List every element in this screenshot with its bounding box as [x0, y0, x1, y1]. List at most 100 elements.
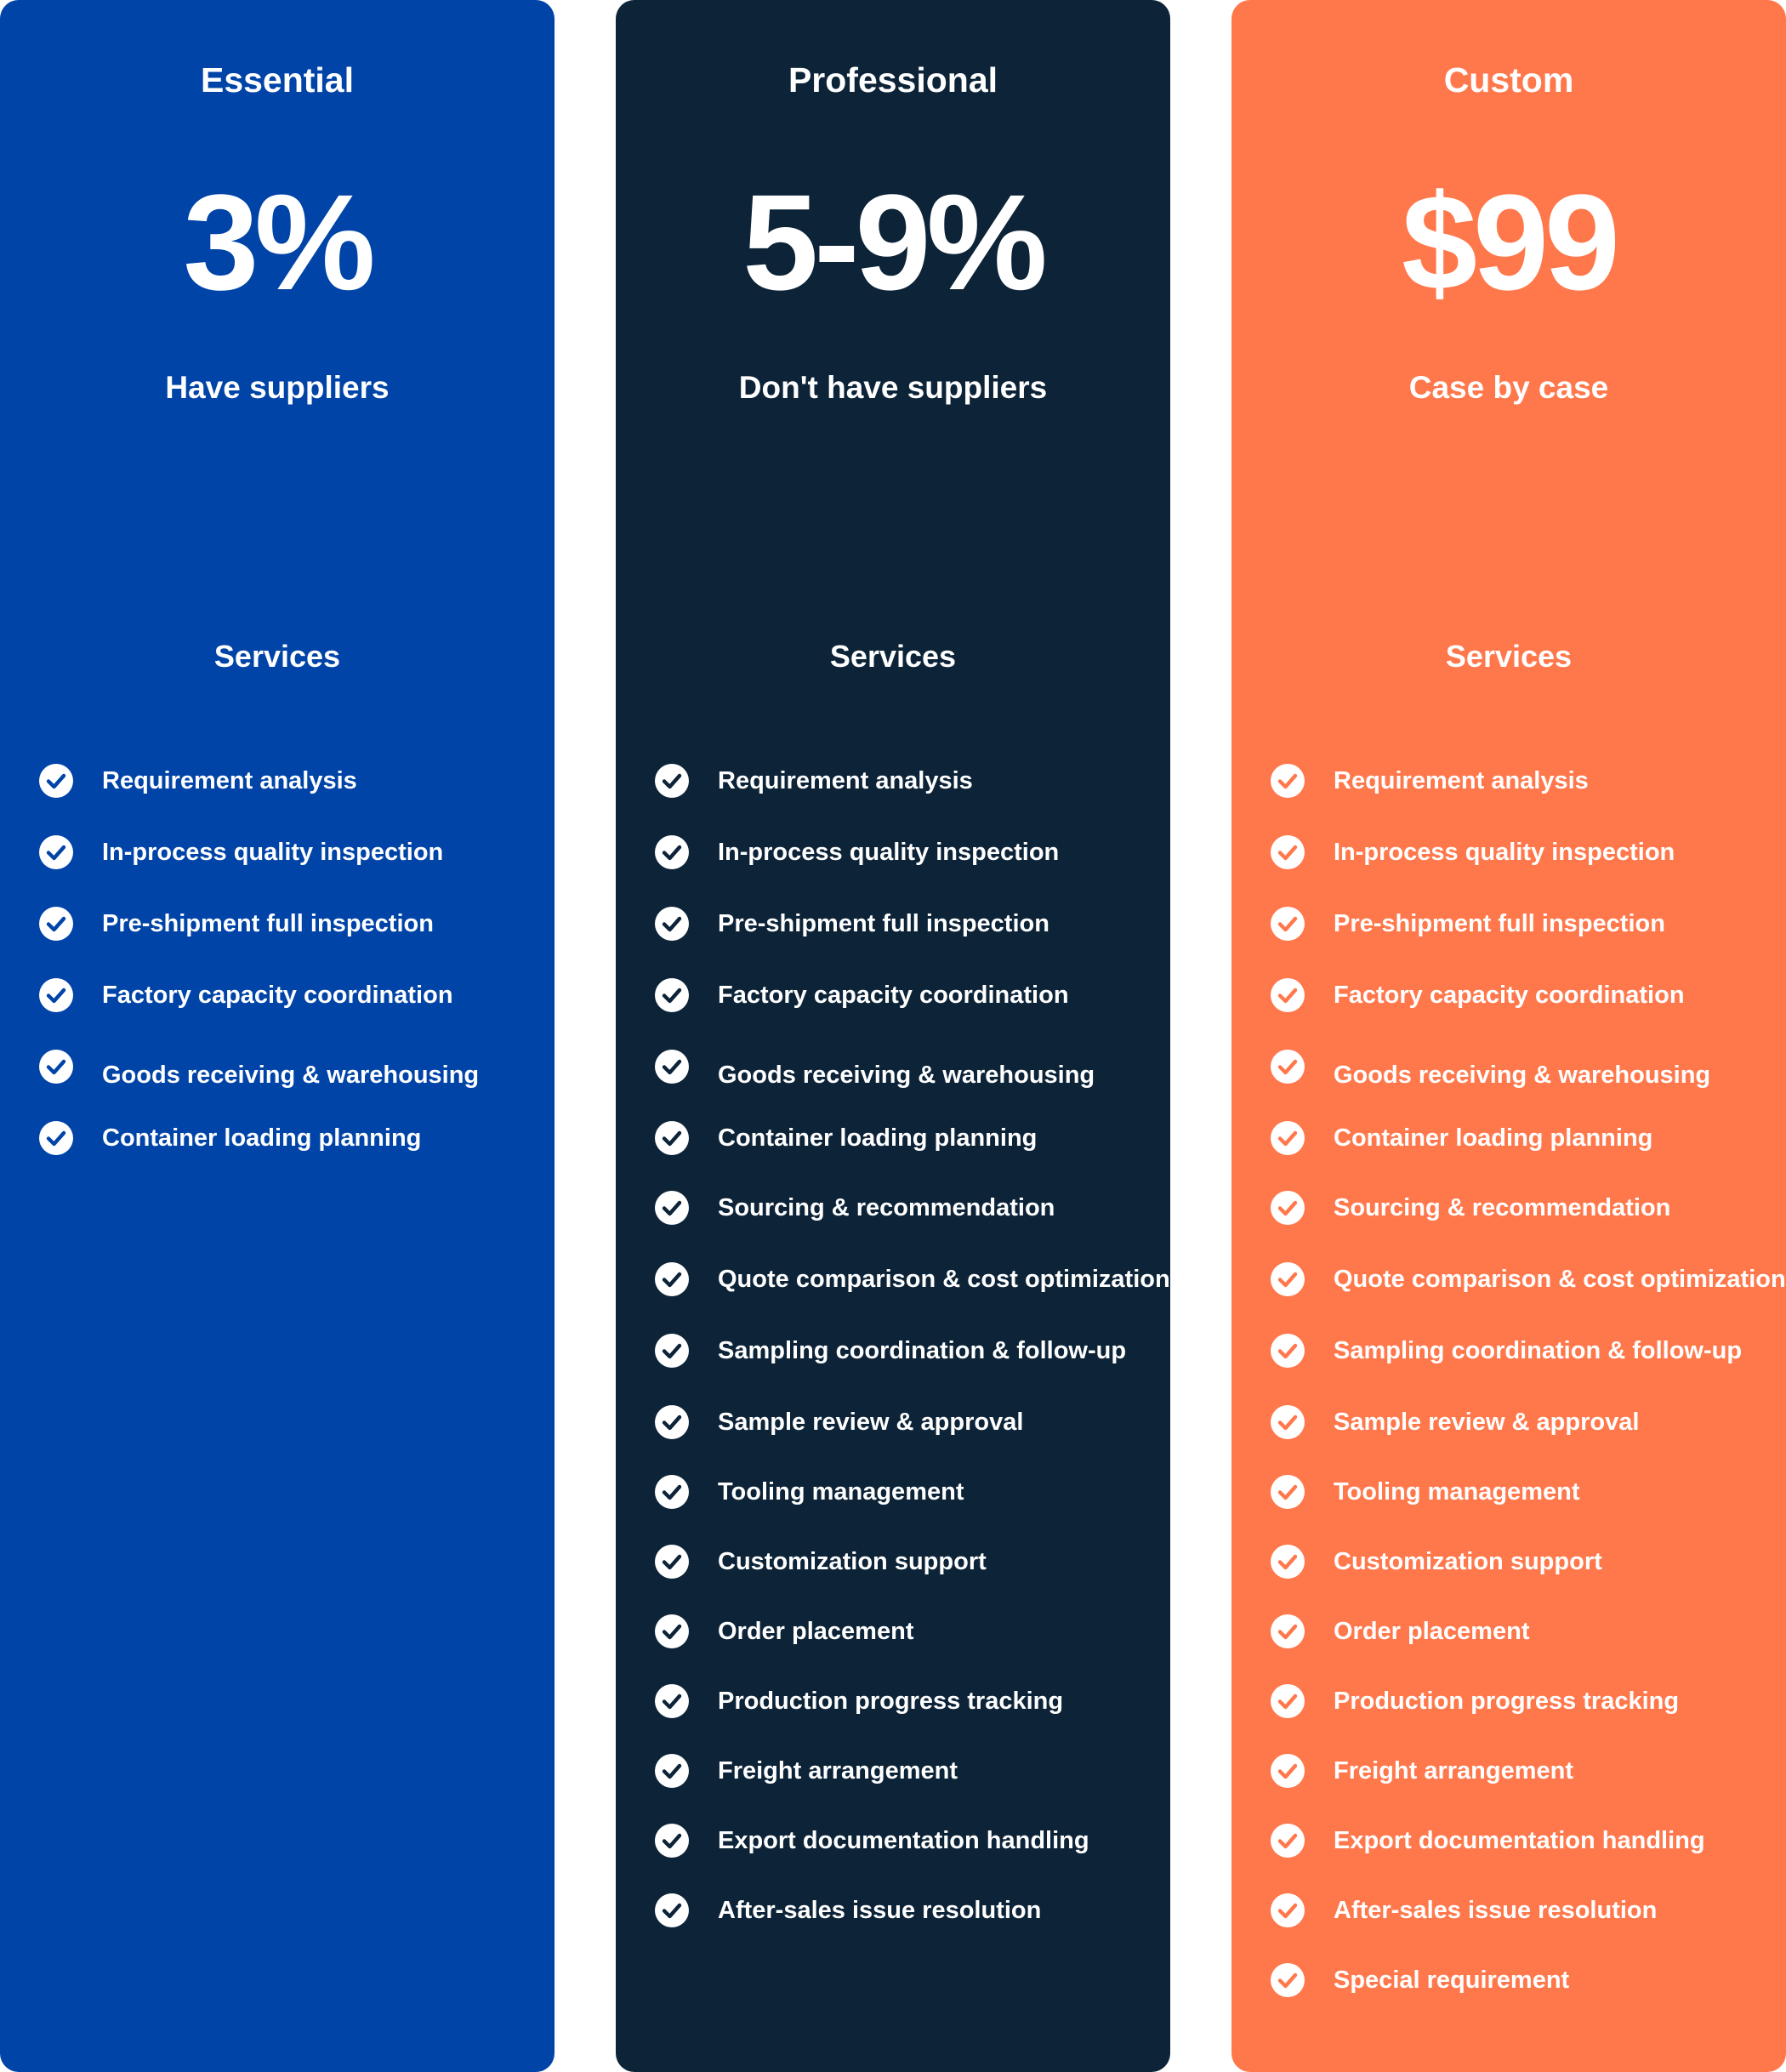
plan-subtitle: Have suppliers — [165, 370, 390, 405]
check-circle-icon — [1271, 907, 1305, 941]
service-label: In-process quality inspection — [1334, 839, 1675, 866]
check-circle-icon — [39, 1050, 73, 1084]
service-label: Production progress tracking — [1334, 1688, 1680, 1715]
check-circle-icon — [655, 907, 689, 941]
check-circle-icon — [39, 1121, 73, 1155]
service-item: Freight arrangement — [1271, 1750, 1781, 1791]
service-item: Order placement — [1271, 1611, 1781, 1652]
service-item: Requirement analysis — [39, 760, 549, 801]
service-item: Customization support — [1271, 1541, 1781, 1582]
check-circle-icon — [655, 1121, 689, 1155]
service-item: Sourcing & recommendation — [655, 1187, 1165, 1228]
service-item: Production progress tracking — [655, 1681, 1165, 1722]
check-circle-icon — [1271, 1754, 1305, 1788]
service-label: Production progress tracking — [718, 1688, 1064, 1715]
service-item: Goods receiving & warehousing — [655, 1046, 1165, 1089]
service-label: In-process quality inspection — [102, 839, 444, 866]
service-label: Sampling coordination & follow-up — [718, 1337, 1127, 1364]
check-circle-icon — [1271, 1191, 1305, 1225]
service-label: Export documentation handling — [1334, 1827, 1705, 1854]
plan-price: 5-9% — [742, 166, 1048, 318]
service-item: Sourcing & recommendation — [1271, 1187, 1781, 1228]
check-circle-icon — [655, 835, 689, 869]
service-item: Sample review & approval — [1271, 1402, 1781, 1443]
check-circle-icon — [655, 1614, 689, 1648]
plan-name: Professional — [788, 60, 998, 100]
service-label: Order placement — [1334, 1618, 1530, 1645]
service-label: Requirement analysis — [718, 767, 973, 794]
check-circle-icon — [1271, 1963, 1305, 1997]
service-item: Requirement analysis — [1271, 760, 1781, 801]
service-label: Customization support — [1334, 1548, 1602, 1575]
check-circle-icon — [1271, 978, 1305, 1012]
service-label: Tooling management — [1334, 1478, 1580, 1506]
check-circle-icon — [1271, 1824, 1305, 1858]
plan-subtitle: Case by case — [1408, 370, 1609, 405]
service-label: Requirement analysis — [1334, 767, 1589, 794]
service-item: In-process quality inspection — [1271, 832, 1781, 873]
check-circle-icon — [1271, 1405, 1305, 1439]
service-label: Goods receiving & warehousing — [718, 1062, 1095, 1089]
service-item: Quote comparison & cost optimization — [1271, 1259, 1786, 1300]
plan-name: Custom — [1443, 60, 1574, 100]
service-label: After-sales issue resolution — [1334, 1897, 1658, 1924]
service-label: In-process quality inspection — [718, 839, 1060, 866]
service-label: Special requirement — [1334, 1967, 1570, 1994]
check-circle-icon — [655, 1754, 689, 1788]
service-label: Factory capacity coordination — [718, 982, 1069, 1009]
service-item: Tooling management — [1271, 1471, 1781, 1512]
service-item: Container loading planning — [655, 1118, 1165, 1158]
service-label: Export documentation handling — [718, 1827, 1089, 1854]
service-label: Sample review & approval — [718, 1409, 1024, 1436]
service-label: Sample review & approval — [1334, 1409, 1640, 1436]
check-circle-icon — [39, 764, 73, 798]
service-label: Goods receiving & warehousing — [1334, 1062, 1711, 1089]
service-item: After-sales issue resolution — [655, 1890, 1165, 1931]
service-label: Customization support — [718, 1548, 987, 1575]
service-label: Pre-shipment full inspection — [102, 910, 434, 937]
check-circle-icon — [655, 1334, 689, 1368]
check-circle-icon — [655, 978, 689, 1012]
check-circle-icon — [655, 764, 689, 798]
service-item: In-process quality inspection — [655, 832, 1165, 873]
service-item: Customization support — [655, 1541, 1165, 1582]
plan-subtitle: Don't have suppliers — [738, 370, 1048, 405]
service-item: After-sales issue resolution — [1271, 1890, 1781, 1931]
check-circle-icon — [655, 1475, 689, 1509]
service-label: Order placement — [718, 1618, 914, 1645]
check-circle-icon — [1271, 1334, 1305, 1368]
service-label: Goods receiving & warehousing — [102, 1062, 480, 1089]
service-label: Container loading planning — [1334, 1124, 1653, 1152]
service-label: Quote comparison & cost optimization — [718, 1266, 1170, 1293]
check-circle-icon — [655, 1050, 689, 1084]
service-item: Production progress tracking — [1271, 1681, 1781, 1722]
service-item: Goods receiving & warehousing — [39, 1046, 549, 1089]
plan-card-custom: Custom $99 Case by case Services Require… — [1231, 0, 1786, 2072]
service-item: Freight arrangement — [655, 1750, 1165, 1791]
service-item: Quote comparison & cost optimization — [655, 1259, 1170, 1300]
plan-price: $99 — [1402, 166, 1620, 318]
check-circle-icon — [655, 1684, 689, 1718]
service-item: Special requirement — [1271, 1960, 1781, 2001]
service-item: Export documentation handling — [655, 1820, 1165, 1861]
check-circle-icon — [1271, 1475, 1305, 1509]
check-circle-icon — [1271, 764, 1305, 798]
check-circle-icon — [1271, 1545, 1305, 1579]
check-circle-icon — [1271, 1893, 1305, 1927]
service-label: Quote comparison & cost optimization — [1334, 1266, 1786, 1293]
check-circle-icon — [39, 978, 73, 1012]
service-item: Goods receiving & warehousing — [1271, 1046, 1781, 1089]
check-circle-icon — [39, 907, 73, 941]
check-circle-icon — [1271, 1262, 1305, 1296]
service-label: Freight arrangement — [1334, 1757, 1573, 1785]
service-item: Pre-shipment full inspection — [39, 903, 549, 944]
service-item: Sampling coordination & follow-up — [655, 1330, 1165, 1371]
service-item: In-process quality inspection — [39, 832, 549, 873]
service-item: Factory capacity coordination — [655, 975, 1165, 1016]
check-circle-icon — [1271, 1050, 1305, 1084]
service-item: Export documentation handling — [1271, 1820, 1781, 1861]
service-item: Sampling coordination & follow-up — [1271, 1330, 1781, 1371]
services-heading: Services — [1445, 639, 1573, 674]
service-item: Factory capacity coordination — [39, 975, 549, 1016]
check-circle-icon — [1271, 1121, 1305, 1155]
